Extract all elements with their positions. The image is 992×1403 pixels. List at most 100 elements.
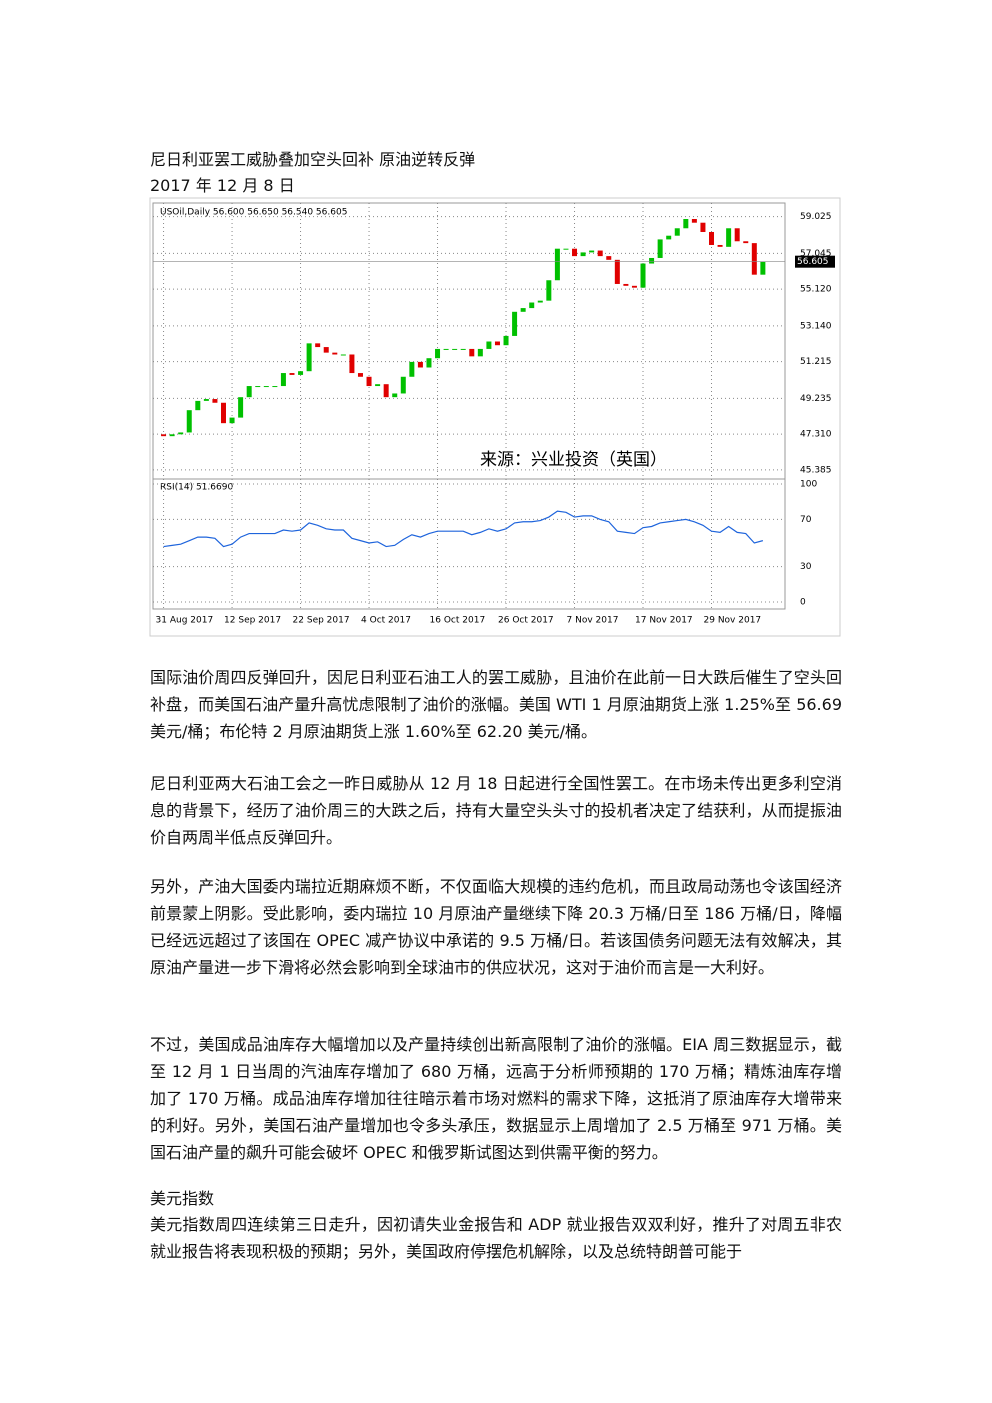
y-tick-label: 49.235	[800, 394, 832, 404]
candle	[606, 256, 612, 260]
paragraph: 不过，美国成品油库存大幅增加以及产量持续创出新高限制了油价的涨幅。EIA 周三数…	[150, 1035, 842, 1162]
candle	[298, 371, 304, 375]
candle	[623, 283, 629, 286]
rsi-label: RSI(14) 51.6690	[160, 483, 233, 493]
candle	[726, 228, 732, 247]
candle	[409, 361, 415, 377]
candle	[554, 248, 560, 281]
candle	[238, 397, 244, 418]
y-tick-label: 55.120	[800, 285, 832, 295]
candle	[691, 218, 697, 223]
candle	[460, 348, 466, 350]
y-tick-label: 45.385	[800, 465, 832, 475]
candle	[306, 343, 312, 372]
candle	[178, 432, 184, 435]
candle	[700, 222, 706, 232]
candle	[503, 335, 509, 346]
y-tick-label: 57.045	[800, 249, 832, 259]
candle	[375, 384, 381, 387]
legend: USOil,Daily 56.600 56.650 56.540 56.605	[160, 208, 347, 218]
candle	[340, 354, 346, 356]
candle	[674, 228, 680, 236]
section-heading: 美元指数	[150, 1189, 215, 1208]
paragraph: 美元指数周四连续第三日走升，因初请失业金报告和 ADP 就业报告双双利好，推升了…	[150, 1215, 842, 1261]
candle	[332, 352, 338, 355]
candle	[349, 354, 355, 374]
y-tick-label: 59.025	[800, 212, 832, 222]
candle	[315, 343, 321, 348]
y-tick-label: 30	[800, 562, 812, 572]
candle	[631, 285, 637, 288]
current-price: 56.605	[797, 257, 829, 267]
candle	[640, 263, 646, 288]
candle	[537, 300, 543, 303]
candle	[263, 386, 269, 388]
candle	[743, 241, 749, 244]
candle	[289, 373, 295, 375]
candle	[392, 393, 398, 398]
x-tick-label: 29 Nov 2017	[704, 616, 762, 626]
candle	[477, 348, 483, 357]
paragraph: 国际油价周四反弹回升，因尼日利亚石油工人的罢工威胁，且油价在此前一日大跌后催生了…	[150, 668, 842, 741]
rsi-line	[163, 510, 764, 548]
candle	[383, 384, 389, 398]
candle	[589, 250, 595, 253]
candle	[649, 257, 655, 264]
candle	[357, 373, 363, 377]
candle	[734, 228, 740, 242]
paragraph: 另外，产油大国委内瑞拉近期麻烦不断，不仅面临大规模的违约危机，而且政局动荡也令该…	[150, 877, 842, 977]
candle	[417, 361, 423, 368]
candle	[683, 218, 689, 229]
x-tick-label: 22 Sep 2017	[293, 616, 350, 626]
candle	[366, 376, 372, 387]
candle	[272, 386, 278, 388]
candle	[529, 302, 535, 309]
x-tick-label: 12 Sep 2017	[224, 616, 281, 626]
candle	[751, 243, 757, 275]
y-tick-label: 53.140	[800, 321, 832, 331]
candle	[512, 311, 518, 336]
paragraph: 尼日利亚两大石油工会之一昨日威胁从 12 月 18 日起进行全国性罢工。在市场未…	[150, 774, 842, 847]
candle	[563, 248, 569, 250]
title: 尼日利亚罢工威胁叠加空头回补 原油逆转反弹	[150, 150, 476, 169]
candle	[323, 347, 329, 353]
candle	[255, 386, 261, 388]
candle	[452, 348, 458, 350]
candle	[426, 358, 432, 368]
candle	[520, 308, 526, 312]
y-tick-label: 100	[800, 480, 817, 490]
candle	[169, 434, 175, 437]
candle	[469, 348, 475, 357]
candle	[546, 280, 552, 301]
candle	[717, 244, 723, 247]
candle	[400, 376, 406, 394]
candle	[203, 399, 209, 401]
y-tick-label: 51.215	[800, 357, 832, 367]
candle	[246, 386, 252, 398]
candle	[597, 250, 603, 257]
candle	[195, 400, 201, 411]
candle	[435, 348, 441, 359]
x-tick-label: 26 Oct 2017	[498, 616, 554, 626]
x-tick-label: 31 Aug 2017	[156, 616, 214, 626]
candle	[666, 235, 672, 240]
candle	[614, 259, 620, 284]
candle	[572, 248, 578, 257]
date: 2017 年 12 月 8 日	[150, 176, 295, 195]
candle	[486, 341, 492, 349]
x-tick-label: 16 Oct 2017	[430, 616, 486, 626]
y-tick-label: 47.310	[800, 430, 832, 440]
annotation: 来源：兴业投资（英国）	[480, 450, 667, 470]
candle	[186, 410, 192, 433]
candle	[280, 373, 286, 387]
y-tick-label: 70	[800, 515, 812, 525]
x-tick-label: 7 Nov 2017	[567, 616, 619, 626]
chart-frame	[149, 197, 841, 637]
price-box	[795, 255, 835, 268]
candle	[709, 231, 715, 245]
candle	[494, 341, 500, 346]
candle	[657, 239, 663, 258]
y-tick-label: 0	[800, 598, 806, 608]
